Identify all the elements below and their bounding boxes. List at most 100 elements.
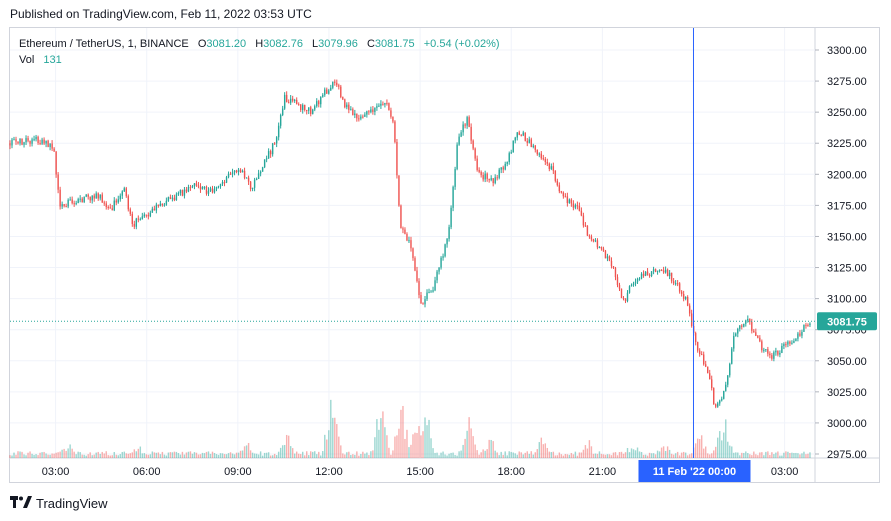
volume-bar (316, 454, 318, 458)
volume-bar (688, 454, 691, 458)
volume-bar (101, 451, 103, 458)
volume-bar (247, 442, 250, 458)
volume-bar (29, 451, 31, 458)
candle-body (362, 116, 364, 118)
volume-bar (682, 451, 685, 458)
candle-body (684, 297, 687, 299)
volume-bar (205, 451, 208, 458)
volume-bar (243, 446, 246, 458)
volume-bar (265, 452, 268, 458)
volume-bar (745, 451, 747, 458)
candle-body (344, 99, 346, 108)
time-tick-label: 18:00 (497, 466, 525, 478)
candle-body (454, 169, 456, 187)
candle-body (356, 113, 358, 119)
volume-bar (175, 451, 178, 458)
candle-body (185, 189, 188, 192)
candle-body (580, 210, 583, 216)
candle-body (735, 333, 737, 336)
candle-body (151, 208, 154, 213)
candle-body (769, 353, 771, 356)
candle-body (572, 203, 575, 208)
legend-close-label: C (366, 38, 375, 50)
candle-body (211, 188, 214, 193)
candle-body (167, 197, 170, 201)
footer-brand[interactable]: TradingView (10, 496, 108, 511)
volume-bar (472, 436, 474, 458)
time-tick-label: 12:00 (315, 466, 343, 478)
candle-body (414, 258, 416, 271)
volume-bar (424, 417, 426, 458)
volume-bar (636, 447, 639, 458)
volume-bar (15, 454, 17, 458)
volume-bar (666, 446, 669, 458)
candle-body (670, 272, 673, 282)
volume-bar (502, 454, 504, 458)
chart-frame[interactable] (9, 27, 880, 483)
candle-body (63, 204, 65, 207)
candle-body (504, 163, 506, 170)
volume-bar (269, 455, 272, 458)
volume-bar (462, 444, 464, 458)
candle-body (398, 175, 400, 206)
candle-body (259, 171, 262, 174)
volume-bars (9, 399, 811, 458)
candle-body (406, 233, 408, 241)
volume-bar (388, 447, 390, 458)
time-tick-label: 06:00 (133, 466, 161, 478)
candle-body (578, 205, 581, 211)
candle-body (472, 140, 474, 149)
volume-bar (717, 437, 719, 458)
volume-bar (322, 451, 324, 458)
candle-body (412, 248, 414, 259)
volume-bar (646, 455, 649, 458)
candle-body (636, 278, 639, 282)
volume-bar (123, 451, 125, 458)
candle-body (704, 364, 707, 367)
candle-body (558, 185, 561, 192)
volume-bar (498, 455, 500, 458)
volume-bar (255, 453, 258, 458)
volume-bar (151, 451, 154, 458)
legend-low-value: 3079.96 (318, 38, 358, 50)
volume-bar (795, 452, 797, 458)
volume-bar (729, 445, 731, 458)
volume-bar (115, 454, 117, 458)
candle-body (209, 188, 212, 191)
candle-body (494, 177, 496, 184)
volume-bar (783, 452, 785, 458)
volume-bar (654, 454, 657, 458)
candle-body (83, 196, 85, 203)
volume-bar (698, 439, 701, 458)
volume-bar (442, 451, 444, 458)
volume-bar (51, 453, 53, 458)
candle-body (320, 96, 322, 105)
volume-bar (344, 454, 346, 458)
volume-bar (622, 453, 625, 458)
volume-bar (799, 454, 801, 458)
volume-bar (576, 455, 579, 458)
volume-bar (528, 453, 530, 458)
volume-bar (522, 454, 524, 458)
volume-bar (610, 455, 613, 458)
candle-body (350, 109, 352, 111)
volume-bar (598, 451, 601, 458)
volume-bar (275, 455, 278, 458)
volume-bar (161, 451, 164, 458)
time-tick-label: 15:00 (406, 466, 434, 478)
candle-body (127, 196, 129, 210)
candle-body (618, 284, 621, 289)
candle-body (237, 169, 240, 172)
volume-bar (747, 453, 749, 458)
candle-body (378, 105, 380, 107)
candle-body (9, 143, 11, 146)
candle-body (29, 140, 31, 144)
volume-bar (678, 455, 681, 458)
candle-body (169, 197, 172, 199)
candle-body (269, 151, 272, 155)
candle-body (400, 205, 402, 229)
candle-body (656, 270, 659, 272)
volume-bar (474, 444, 476, 458)
volume-bar (334, 417, 336, 458)
